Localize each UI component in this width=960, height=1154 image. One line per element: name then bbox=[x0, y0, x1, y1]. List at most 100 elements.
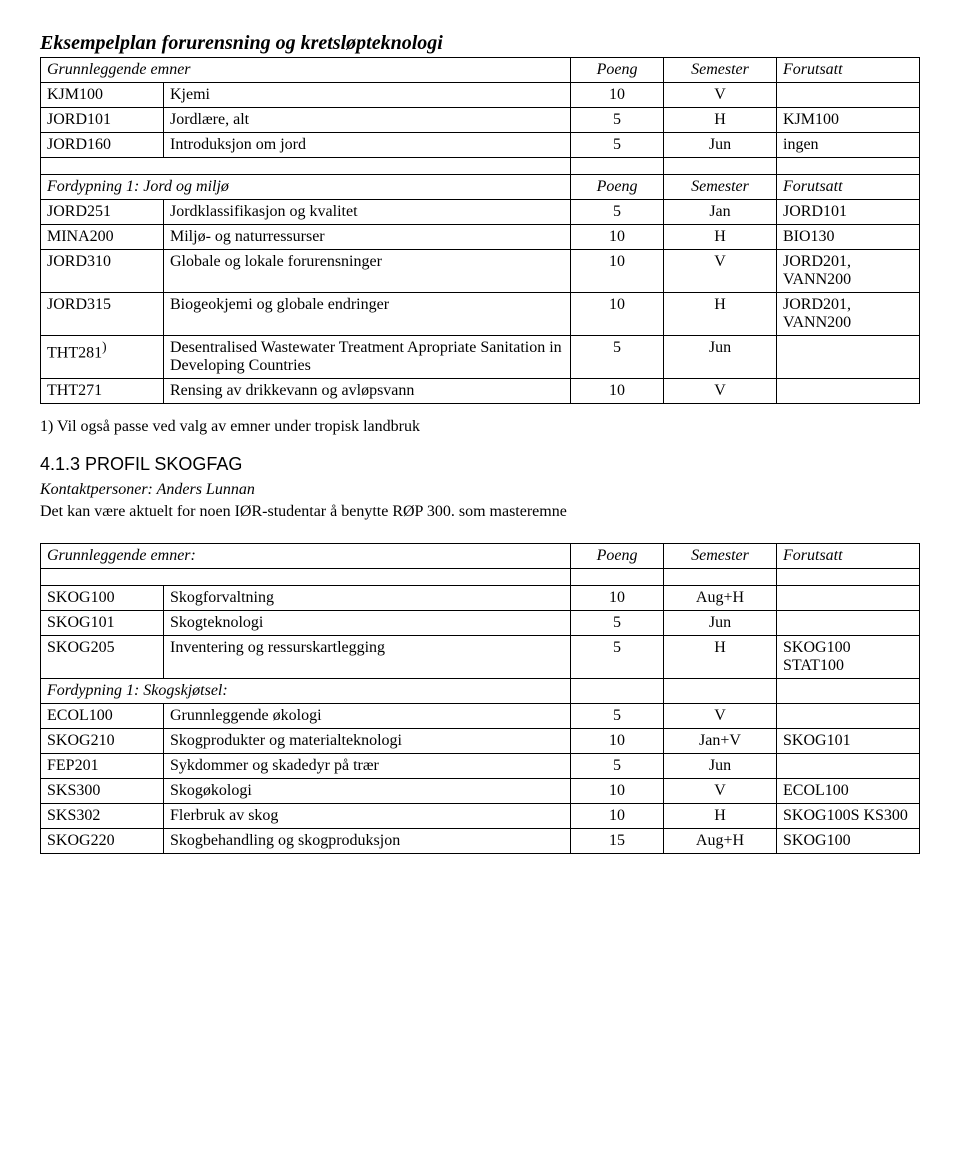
cell-name: Skogøkologi bbox=[164, 779, 571, 804]
contact-line: Kontaktpersoner: Anders Lunnan bbox=[40, 481, 920, 499]
cell-points: 5 bbox=[571, 133, 664, 158]
cell-name: Kjemi bbox=[164, 83, 571, 108]
cell-code: JORD310 bbox=[41, 250, 164, 293]
cell-prereq: SKOG100S KS300 bbox=[777, 804, 920, 829]
cell-name: Introduksjon om jord bbox=[164, 133, 571, 158]
section-heading: 4.1.3 PROFIL SKOGFAG bbox=[40, 454, 920, 475]
cell-code: JORD315 bbox=[41, 293, 164, 336]
col-header: Grunnleggende emner: bbox=[41, 544, 571, 569]
cell-code: FEP201 bbox=[41, 754, 164, 779]
cell-points: 5 bbox=[571, 108, 664, 133]
col-header: Semester bbox=[664, 175, 777, 200]
cell-points: 15 bbox=[571, 829, 664, 854]
cell-semester: Jun bbox=[664, 754, 777, 779]
cell-semester: H bbox=[664, 636, 777, 679]
table-row: FEP201 Sykdommer og skadedyr på trær 5 J… bbox=[41, 754, 920, 779]
cell-code: JORD251 bbox=[41, 200, 164, 225]
cell-semester: V bbox=[664, 250, 777, 293]
cell-code: SKOG101 bbox=[41, 611, 164, 636]
table-row: MINA200 Miljø- og naturressurser 10 H BI… bbox=[41, 225, 920, 250]
cell-semester: V bbox=[664, 83, 777, 108]
table-row: JORD310 Globale og lokale forurensninger… bbox=[41, 250, 920, 293]
cell-semester: Jun bbox=[664, 611, 777, 636]
table-row: SKS300 Skogøkologi 10 V ECOL100 bbox=[41, 779, 920, 804]
cell-prereq bbox=[777, 83, 920, 108]
cell-points: 5 bbox=[571, 200, 664, 225]
col-header: Forutsatt bbox=[777, 58, 920, 83]
subheader-row: Fordypning 1: Skogskjøtsel: bbox=[41, 679, 920, 704]
cell-prereq: SKOG100 bbox=[777, 829, 920, 854]
cell-points: 10 bbox=[571, 379, 664, 404]
cell-code: MINA200 bbox=[41, 225, 164, 250]
table-row: JORD101 Jordlære, alt 5 H KJM100 bbox=[41, 108, 920, 133]
table-skogfag: Grunnleggende emner: Poeng Semester Foru… bbox=[40, 543, 920, 854]
cell-name: Skogprodukter og materialteknologi bbox=[164, 729, 571, 754]
cell-code: SKOG220 bbox=[41, 829, 164, 854]
cell-code: THT281) bbox=[41, 336, 164, 379]
cell-points: 10 bbox=[571, 83, 664, 108]
cell-points: 10 bbox=[571, 779, 664, 804]
table-row: SKOG101 Skogteknologi 5 Jun bbox=[41, 611, 920, 636]
cell-semester: Aug+H bbox=[664, 829, 777, 854]
cell-code: SKS300 bbox=[41, 779, 164, 804]
cell-semester: Jan+V bbox=[664, 729, 777, 754]
cell-name: Grunnleggende økologi bbox=[164, 704, 571, 729]
cell-prereq: ECOL100 bbox=[777, 779, 920, 804]
cell-points: 10 bbox=[571, 586, 664, 611]
cell-name: Skogbehandling og skogproduksjon bbox=[164, 829, 571, 854]
cell-name: Rensing av drikkevann og avløpsvann bbox=[164, 379, 571, 404]
table-row: ECOL100 Grunnleggende økologi 5 V bbox=[41, 704, 920, 729]
table-row: SKOG220 Skogbehandling og skogproduksjon… bbox=[41, 829, 920, 854]
cell-points: 5 bbox=[571, 754, 664, 779]
cell-code: SKOG205 bbox=[41, 636, 164, 679]
cell-prereq bbox=[777, 611, 920, 636]
cell-code: JORD101 bbox=[41, 108, 164, 133]
col-header: Semester bbox=[664, 544, 777, 569]
col-header: Grunnleggende emner bbox=[41, 58, 571, 83]
cell-code: SKOG210 bbox=[41, 729, 164, 754]
cell-name: Jordlære, alt bbox=[164, 108, 571, 133]
cell-prereq: SKOG101 bbox=[777, 729, 920, 754]
cell-prereq: SKOG100 STAT100 bbox=[777, 636, 920, 679]
cell-points: 5 bbox=[571, 336, 664, 379]
cell-name: Skogforvaltning bbox=[164, 586, 571, 611]
table-grunnleggende: Grunnleggende emner Poeng Semester Forut… bbox=[40, 57, 920, 404]
col-header: Semester bbox=[664, 58, 777, 83]
cell-prereq: ingen bbox=[777, 133, 920, 158]
cell-prereq bbox=[777, 379, 920, 404]
cell-name: Biogeokjemi og globale endringer bbox=[164, 293, 571, 336]
table-row: JORD251 Jordklassifikasjon og kvalitet 5… bbox=[41, 200, 920, 225]
spacer-row bbox=[41, 569, 920, 586]
page-title: Eksempelplan forurensning og kretsløptek… bbox=[40, 32, 920, 55]
table-row: JORD315 Biogeokjemi og globale endringer… bbox=[41, 293, 920, 336]
cell-points: 10 bbox=[571, 225, 664, 250]
cell-name: Skogteknologi bbox=[164, 611, 571, 636]
cell-name: Jordklassifikasjon og kvalitet bbox=[164, 200, 571, 225]
cell-prereq: JORD201, VANN200 bbox=[777, 250, 920, 293]
col-header: Forutsatt bbox=[777, 175, 920, 200]
cell-points: 5 bbox=[571, 704, 664, 729]
cell-points: 5 bbox=[571, 611, 664, 636]
cell-semester: Jun bbox=[664, 133, 777, 158]
cell-prereq: BIO130 bbox=[777, 225, 920, 250]
cell-semester: H bbox=[664, 293, 777, 336]
cell-code: SKS302 bbox=[41, 804, 164, 829]
col-header: Poeng bbox=[571, 544, 664, 569]
table-row: KJM100 Kjemi 10 V bbox=[41, 83, 920, 108]
cell-prereq bbox=[777, 754, 920, 779]
col-header: Forutsatt bbox=[777, 544, 920, 569]
cell-semester: Jan bbox=[664, 200, 777, 225]
cell-points: 10 bbox=[571, 729, 664, 754]
cell-prereq bbox=[777, 336, 920, 379]
cell-name: Flerbruk av skog bbox=[164, 804, 571, 829]
footnote-marker: ) bbox=[102, 339, 106, 354]
spacer-row bbox=[41, 158, 920, 175]
table-row: THT271 Rensing av drikkevann og avløpsva… bbox=[41, 379, 920, 404]
cell-prereq bbox=[777, 704, 920, 729]
cell-points: 10 bbox=[571, 804, 664, 829]
cell-points: 5 bbox=[571, 636, 664, 679]
note-line: Det kan være aktuelt for noen IØR-studen… bbox=[40, 503, 920, 521]
table-row: SKOG210 Skogprodukter og materialteknolo… bbox=[41, 729, 920, 754]
table-row: SKS302 Flerbruk av skog 10 H SKOG100S KS… bbox=[41, 804, 920, 829]
table-row: SKOG100 Skogforvaltning 10 Aug+H bbox=[41, 586, 920, 611]
